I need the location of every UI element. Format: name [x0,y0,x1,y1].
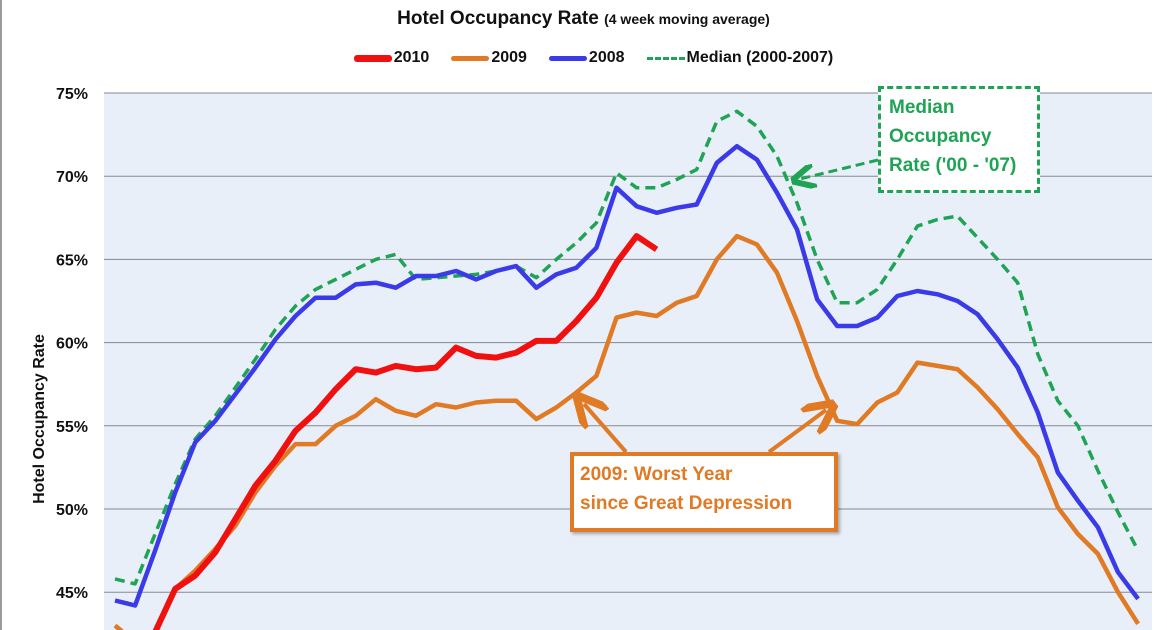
series-line-2008 [114,143,1140,608]
annotation-line: Median [889,97,955,118]
legend-label: 2008 [588,49,625,66]
legend-item-median: Median (2000-2007) [646,49,834,67]
legend-label: 2010 [393,49,430,66]
legend-label: 2009 [491,49,527,66]
y-tick-label: 45% [56,585,88,602]
legend-label: Median (2000-2007) [686,49,834,66]
chart-subtitle: (4 week moving average) [604,11,770,27]
legend-item-2009: 2009 [451,49,527,67]
chart-title: Hotel Occupancy Rate (4 week moving aver… [0,8,1167,30]
y-tick-label: 50% [56,502,88,519]
legend-swatch-2008 [548,55,587,61]
legend-swatch-2009 [451,55,490,61]
legend-swatch-2010 [353,54,392,62]
annotation-arrow-2009-a [584,404,628,454]
legend-item-2010: 2010 [353,49,430,67]
legend-swatch-median [646,56,685,60]
series-line-2009 [113,233,1140,630]
annotation-worst-year: 2009: Worst Year since Great Depression [570,452,838,532]
legend-item-2008: 2008 [548,49,625,67]
annotation-arrow-2009-b [767,410,826,454]
series-line-2010 [152,233,659,630]
y-axis-label: Hotel Occupancy Rate [31,334,48,504]
y-tick-label: 65% [56,252,88,269]
annotation-line: Rate ('00 - '07) [889,155,1017,176]
chart-title-main: Hotel Occupancy Rate [397,8,599,29]
y-tick-label: 60% [56,336,88,353]
y-tick-label: 75% [56,86,88,103]
annotation-median: Median Occupancy Rate ('00 - '07) [878,86,1040,193]
y-tick-label: 70% [56,169,88,186]
legend: 2010 2009 2008 Median (2000-2007) [0,49,1167,67]
annotation-line: since Great Depression [580,493,793,514]
series-line-median [114,109,1140,586]
annotation-line: Occupancy [889,126,992,147]
annotation-line: 2009: Worst Year [580,464,733,485]
y-tick-label: 55% [56,419,88,436]
